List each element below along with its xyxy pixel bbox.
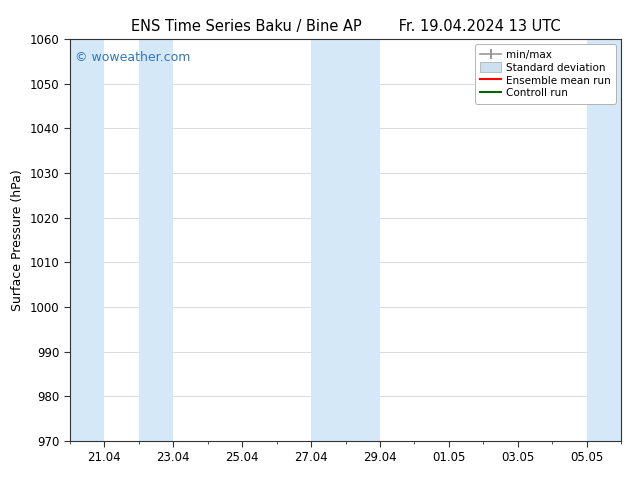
- Bar: [587, 39, 621, 441]
- Bar: [139, 39, 173, 441]
- Y-axis label: Surface Pressure (hPa): Surface Pressure (hPa): [11, 169, 24, 311]
- Title: ENS Time Series Baku / Bine AP        Fr. 19.04.2024 13 UTC: ENS Time Series Baku / Bine AP Fr. 19.04…: [131, 19, 560, 34]
- Bar: [346, 39, 380, 441]
- Bar: [70, 39, 104, 441]
- Bar: [311, 39, 346, 441]
- Text: © woweather.com: © woweather.com: [75, 51, 191, 64]
- Legend: min/max, Standard deviation, Ensemble mean run, Controll run: min/max, Standard deviation, Ensemble me…: [475, 45, 616, 103]
